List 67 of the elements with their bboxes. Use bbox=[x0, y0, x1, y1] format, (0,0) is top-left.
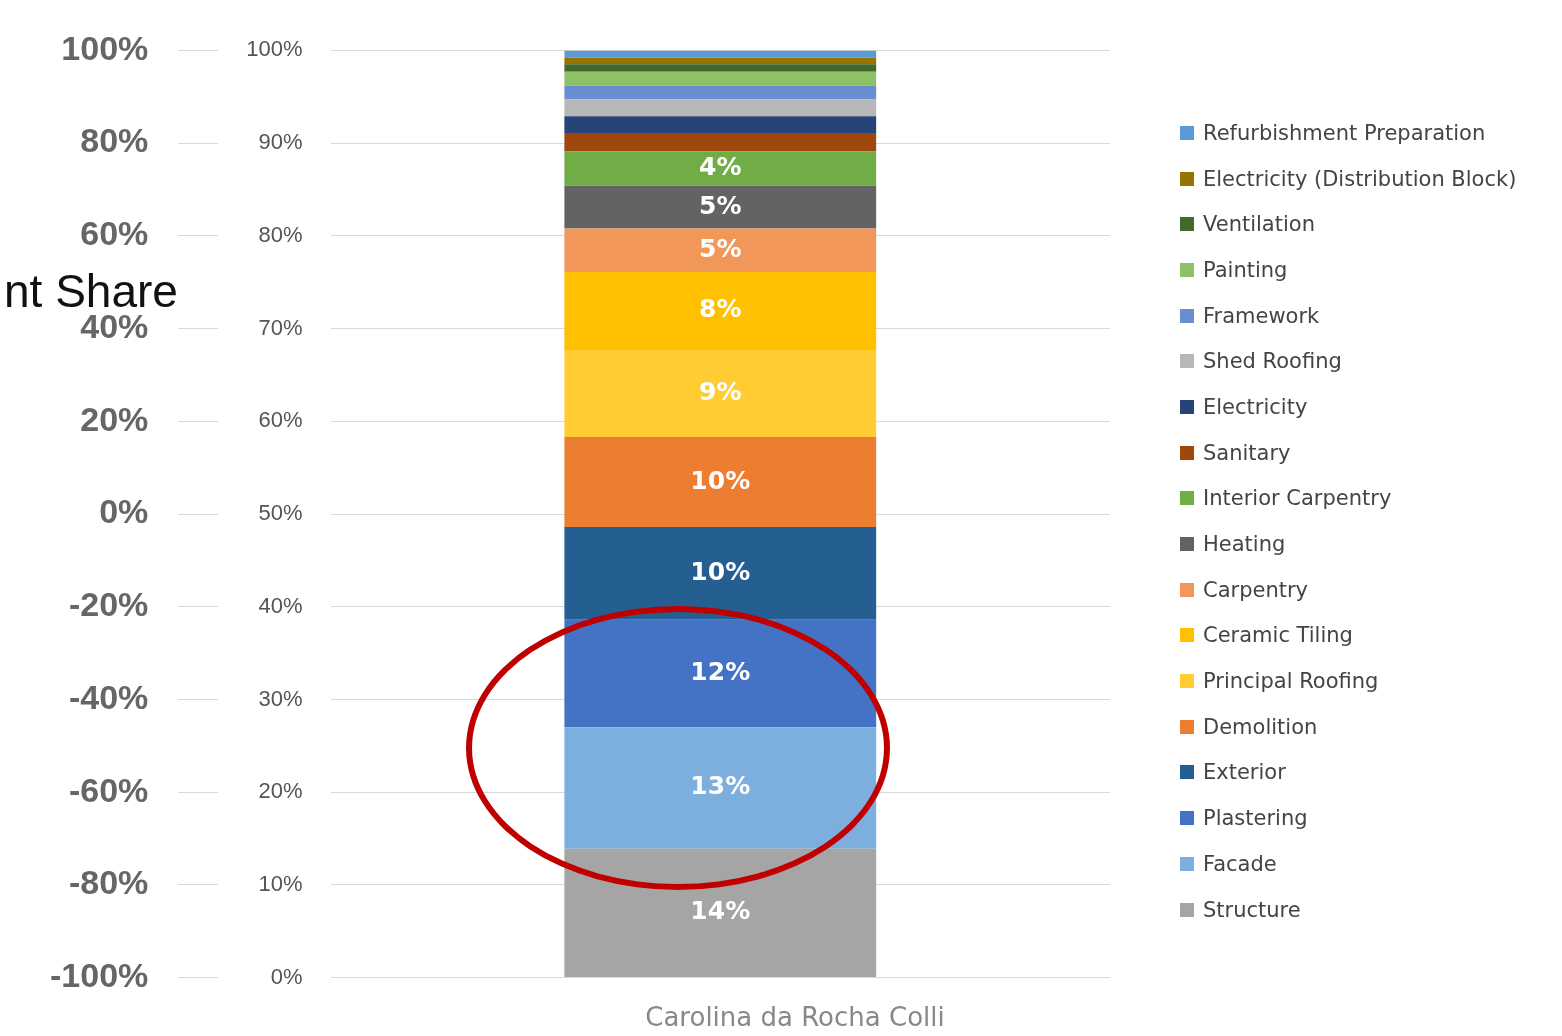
y-tick-label: 50% bbox=[258, 500, 303, 526]
y2-tick-label: -100% bbox=[50, 955, 149, 994]
legend-label: Ventilation bbox=[1202, 211, 1316, 239]
bar bbox=[564, 185, 877, 229]
data-label: 9% bbox=[699, 376, 742, 406]
data-label: 14% bbox=[690, 896, 751, 926]
y2-tick-label: 100% bbox=[61, 28, 149, 67]
data-label: 5% bbox=[699, 190, 742, 220]
y2-tick-label: -20% bbox=[68, 585, 149, 624]
bar bbox=[564, 99, 877, 117]
bar bbox=[564, 437, 877, 527]
y2-tick-label: 40% bbox=[80, 306, 149, 345]
legend-label: Principal Roofing bbox=[1202, 668, 1380, 696]
bar bbox=[564, 64, 877, 72]
data-label: 10% bbox=[690, 556, 751, 586]
legend-label: Electricity bbox=[1202, 393, 1309, 421]
bar bbox=[564, 272, 877, 350]
y2-tick-label: 20% bbox=[80, 399, 149, 438]
y-tick-label: 10% bbox=[258, 870, 303, 896]
bar bbox=[564, 151, 877, 186]
legend-label: Plastering bbox=[1202, 805, 1309, 833]
y2-tick-label: -80% bbox=[68, 863, 149, 902]
bar bbox=[564, 727, 877, 849]
bar bbox=[564, 132, 877, 152]
y-tick-label: 20% bbox=[258, 778, 303, 804]
legend-label: Facade bbox=[1202, 850, 1278, 878]
data-label: 12% bbox=[690, 656, 751, 686]
legend-label: Exterior bbox=[1202, 759, 1287, 787]
bar bbox=[564, 85, 877, 100]
legend-label: Sanitary bbox=[1202, 439, 1292, 467]
legend-label: Painting bbox=[1202, 256, 1289, 284]
y2-tick-label: 60% bbox=[80, 214, 149, 253]
data-label: 13% bbox=[690, 771, 751, 801]
y-tick-label: 40% bbox=[258, 592, 303, 618]
legend-label: Ceramic Tiling bbox=[1202, 622, 1354, 650]
y2-tick-label: -40% bbox=[68, 677, 149, 716]
legend-label: Heating bbox=[1202, 531, 1287, 559]
bar bbox=[564, 349, 877, 438]
bar bbox=[564, 50, 877, 58]
y2-tick-label: 0% bbox=[99, 492, 149, 531]
legend-label: Carpentry bbox=[1202, 576, 1310, 604]
bar bbox=[564, 57, 877, 65]
y-tick-label: 60% bbox=[258, 407, 303, 433]
text: Carolina da Rocha Colli bbox=[644, 1002, 946, 1032]
data-label: 10% bbox=[690, 465, 751, 495]
legend-label: Structure bbox=[1202, 896, 1302, 924]
y-tick-label: 0% bbox=[270, 963, 303, 989]
y2-tick-label: -60% bbox=[68, 770, 149, 809]
legend-label: Shed Roofing bbox=[1202, 348, 1343, 376]
data-label: 5% bbox=[699, 233, 742, 263]
legend-label: Framework bbox=[1202, 302, 1321, 330]
y-tick-label: 100% bbox=[246, 36, 303, 62]
data-label: 8% bbox=[699, 294, 742, 324]
legend-label: Interior Carpentry bbox=[1202, 485, 1393, 513]
legend-label: Demolition bbox=[1202, 713, 1319, 741]
data-label: 4% bbox=[699, 152, 742, 182]
legend-label: Electricity (Distribution Block) bbox=[1202, 165, 1517, 193]
bar bbox=[564, 116, 877, 133]
y-tick-label: 70% bbox=[258, 314, 303, 340]
y-tick-label: 90% bbox=[258, 129, 303, 155]
bar bbox=[564, 71, 877, 86]
y-tick-label: 80% bbox=[258, 221, 303, 247]
bar bbox=[564, 228, 877, 272]
y-tick-label: 30% bbox=[258, 685, 303, 711]
legend-label: Refurbishment Preparation bbox=[1202, 119, 1487, 147]
bar bbox=[564, 619, 877, 728]
y2-tick-label: 80% bbox=[80, 121, 149, 160]
